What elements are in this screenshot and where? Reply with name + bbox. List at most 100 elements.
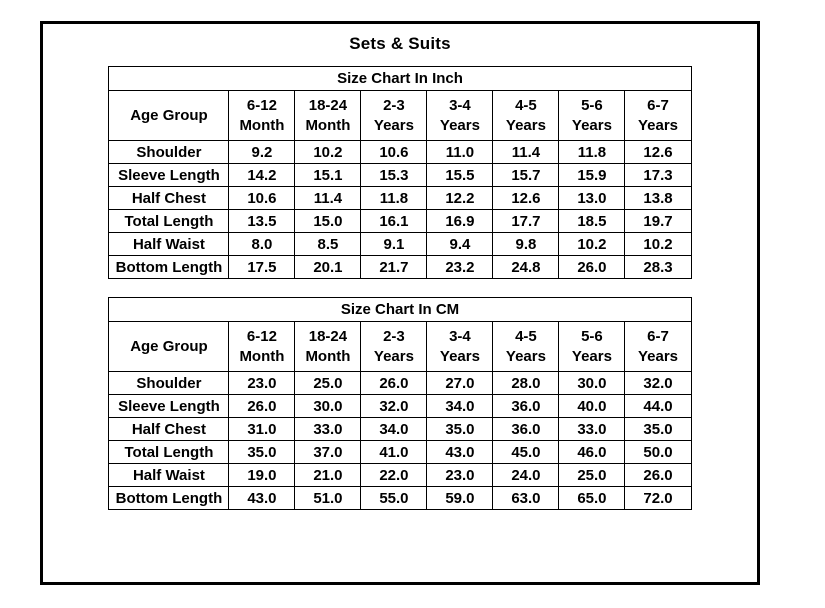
age-column-header-cell: 4-5 Years: [492, 90, 560, 141]
measurement-label: Bottom Length: [108, 255, 230, 279]
measurement-value: 26.0: [360, 371, 428, 395]
age-unit-label: Years: [373, 347, 414, 365]
age-column-header-cell: 18-24 Month: [294, 321, 362, 372]
measurement-value: 33.0: [294, 417, 362, 441]
age-range-label: 2-3: [383, 328, 405, 345]
measurement-value: 9.2: [228, 140, 296, 164]
measurement-value: 15.0: [294, 209, 362, 233]
measurement-value: 15.3: [360, 163, 428, 187]
measurement-value: 17.3: [624, 163, 692, 187]
measurement-value: 13.0: [558, 186, 626, 210]
age-range-label: 6-12: [246, 97, 277, 114]
measurement-label: Half Chest: [108, 186, 230, 210]
measurement-value: 19.7: [624, 209, 692, 233]
measurement-label: Half Waist: [108, 232, 230, 256]
measurement-value: 8.0: [228, 232, 296, 256]
age-range-label: 3-4: [449, 97, 471, 114]
measurement-value: 30.0: [558, 371, 626, 395]
age-range-label: 4-5: [515, 328, 537, 345]
measurement-value: 30.0: [294, 394, 362, 418]
age-range-label: 5-6: [581, 97, 603, 114]
measurement-row: Total Length 13.5 15.0 16.1 16.9 17.7 18.5 19.7: [108, 209, 692, 233]
measurement-label: Half Chest: [108, 417, 230, 441]
age-unit-label: Years: [637, 347, 679, 365]
age-group-header-cell: Age Group: [108, 321, 230, 372]
measurement-value: 28.3: [624, 255, 692, 279]
size-chart-table: Size Chart In CM Age Group 6-12 Month 18-24 M…: [108, 297, 692, 510]
measurement-value: 15.9: [558, 163, 626, 187]
measurement-value: 59.0: [426, 486, 494, 510]
measurement-value: 9.1: [360, 232, 428, 256]
age-unit-label: Month: [239, 116, 285, 134]
measurement-value: 13.8: [624, 186, 692, 210]
measurement-value: 21.7: [360, 255, 428, 279]
age-column-header-cell: 6-7 Years: [624, 321, 692, 372]
measurement-value: 26.0: [558, 255, 626, 279]
measurement-value: 25.0: [558, 463, 626, 487]
measurement-value: 40.0: [558, 394, 626, 418]
measurement-value: 23.0: [228, 371, 296, 395]
measurement-value: 11.4: [294, 186, 362, 210]
age-unit-label: Years: [571, 347, 612, 365]
age-column-header-cell: 6-7 Years: [624, 90, 692, 141]
measurement-value: 46.0: [558, 440, 626, 464]
measurement-label: Sleeve Length: [108, 163, 230, 187]
age-unit-label: Years: [373, 116, 414, 134]
age-column-header-cell: 2-3 Years: [360, 90, 428, 141]
measurement-label: Half Waist: [108, 463, 230, 487]
page-title: Sets & Suits: [349, 34, 451, 53]
measurement-value: 27.0: [426, 371, 494, 395]
table-title-row: Size Chart In CM: [108, 297, 692, 322]
measurement-value: 72.0: [624, 486, 692, 510]
measurement-label: Bottom Length: [108, 486, 230, 510]
measurement-value: 20.1: [294, 255, 362, 279]
measurement-value: 35.0: [228, 440, 296, 464]
measurement-value: 11.4: [492, 140, 560, 164]
measurement-value: 11.8: [360, 186, 428, 210]
measurement-value: 12.6: [492, 186, 560, 210]
measurement-row: Sleeve Length 26.0 30.0 32.0 34.0 36.0 40.0 44.…: [108, 394, 692, 418]
measurement-value: 11.8: [558, 140, 626, 164]
measurement-value: 10.2: [294, 140, 362, 164]
age-column-header-cell: 4-5 Years: [492, 321, 560, 372]
age-unit-label: Month: [305, 347, 351, 365]
measurement-value: 23.0: [426, 463, 494, 487]
age-unit-label: Years: [439, 116, 480, 134]
table-header-row: Age Group 6-12 Month 18-24 Month 2-3 Years 3-4 Y…: [108, 321, 692, 372]
age-unit-label: Years: [505, 347, 546, 365]
age-range-label: 2-3: [383, 97, 405, 114]
measurement-row: Shoulder 23.0 25.0 26.0 27.0 28.0 30.0 32.0: [108, 371, 692, 395]
measurement-value: 10.2: [558, 232, 626, 256]
measurement-row: Half Chest 10.6 11.4 11.8 12.2 12.6 13.0 13.8: [108, 186, 692, 210]
measurement-label: Sleeve Length: [108, 394, 230, 418]
measurement-value: 31.0: [228, 417, 296, 441]
measurement-value: 15.7: [492, 163, 560, 187]
measurement-value: 28.0: [492, 371, 560, 395]
age-column-header-cell: 5-6 Years: [558, 321, 626, 372]
measurement-label: Shoulder: [108, 140, 230, 164]
table-header-row: Age Group 6-12 Month 18-24 Month 2-3 Years 3-4 Y…: [108, 90, 692, 141]
measurement-row: Bottom Length 17.5 20.1 21.7 23.2 24.8 26.0 28.…: [108, 255, 692, 279]
age-unit-label: Years: [571, 116, 612, 134]
measurement-value: 65.0: [558, 486, 626, 510]
measurement-row: Bottom Length 43.0 51.0 55.0 59.0 63.0 65.0 72.…: [108, 486, 692, 510]
age-group-header-cell: Age Group: [108, 90, 230, 141]
measurement-row: Half Waist 19.0 21.0 22.0 23.0 24.0 25.0 26.0: [108, 463, 692, 487]
age-range-label: 6-7: [647, 328, 669, 345]
measurement-value: 11.0: [426, 140, 494, 164]
measurement-value: 25.0: [294, 371, 362, 395]
measurement-value: 35.0: [624, 417, 692, 441]
measurement-row: Half Waist 8.0 8.5 9.1 9.4 9.8 10.2 10.2: [108, 232, 692, 256]
measurement-value: 8.5: [294, 232, 362, 256]
measurement-value: 19.0: [228, 463, 296, 487]
measurement-label: Total Length: [108, 209, 230, 233]
measurement-value: 24.8: [492, 255, 560, 279]
measurement-value: 33.0: [558, 417, 626, 441]
measurement-value: 9.8: [492, 232, 560, 256]
measurement-value: 22.0: [360, 463, 428, 487]
measurement-value: 9.4: [426, 232, 494, 256]
age-unit-label: Years: [439, 347, 480, 365]
age-unit-label: Month: [239, 347, 285, 365]
measurement-value: 17.5: [228, 255, 296, 279]
measurement-value: 35.0: [426, 417, 494, 441]
